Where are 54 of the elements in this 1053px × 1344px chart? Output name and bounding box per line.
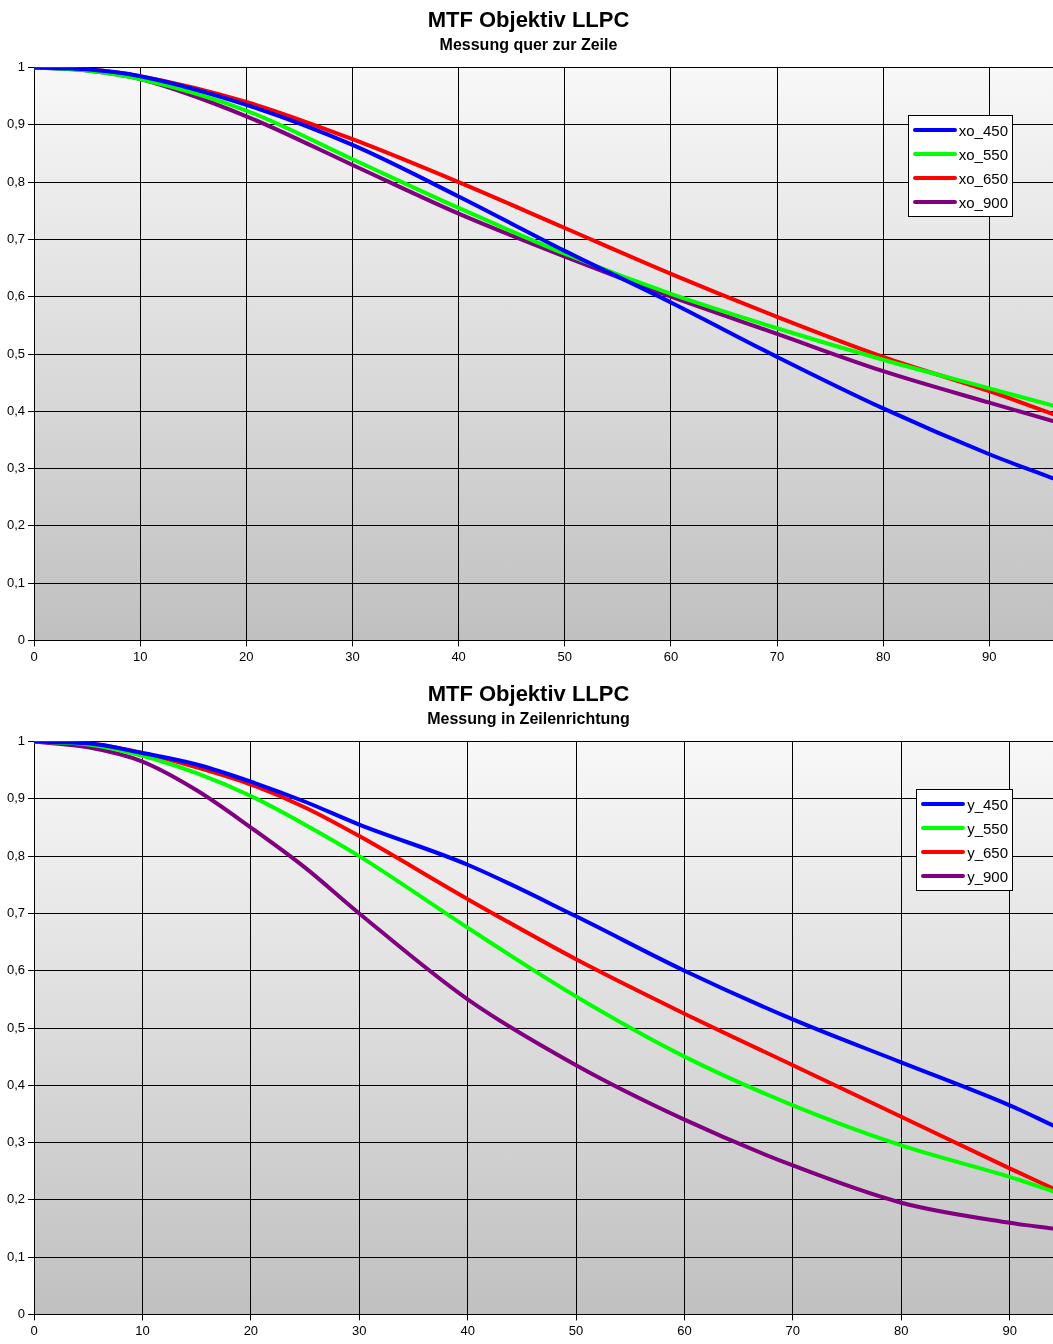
- x-tick-label: 50: [568, 1322, 584, 1338]
- chart-subtitle: Messung quer zur Zeile: [439, 36, 618, 54]
- x-tick-label: 10: [132, 648, 148, 664]
- y-tick-label: 1: [17, 733, 26, 749]
- y-tick-label: 0,8: [6, 847, 26, 863]
- legend-label: y_900: [967, 867, 1008, 885]
- chart-title: MTF Objektiv LLPC: [427, 7, 630, 33]
- x-tick-label: 0: [30, 648, 38, 664]
- y-tick-label: 0,7: [6, 231, 26, 247]
- y-tick-label: 0: [17, 631, 26, 647]
- x-tick-label: 20: [239, 648, 254, 664]
- legend-label: y_450: [967, 795, 1008, 813]
- x-tick-label: 70: [785, 1322, 801, 1338]
- y-tick-label: 0: [17, 1305, 26, 1321]
- y-tick-label: 0,1: [6, 1248, 26, 1264]
- legend-label: y_550: [967, 819, 1008, 837]
- chart-title: MTF Objektiv LLPC: [427, 681, 630, 707]
- legend-label: xo_550: [958, 145, 1008, 163]
- y-tick-label: 0,7: [6, 905, 26, 921]
- y-tick-label: 0,5: [6, 1019, 26, 1035]
- x-tick-label: 40: [451, 648, 466, 664]
- x-tick-label: 30: [345, 648, 360, 664]
- x-tick-label: 80: [894, 1322, 909, 1338]
- x-tick-label: 60: [677, 1322, 692, 1338]
- x-tick-label: 90: [982, 648, 997, 664]
- y-tick-label: 0,1: [6, 574, 26, 590]
- legend-label: xo_900: [958, 193, 1008, 211]
- y-tick-label: 0,4: [6, 402, 26, 418]
- y-tick-label: 0,4: [6, 1076, 26, 1092]
- legend-label: y_650: [967, 843, 1008, 861]
- x-tick-label: 0: [30, 1322, 38, 1338]
- x-tick-label: 90: [1002, 1322, 1017, 1338]
- y-tick-label: 1: [17, 59, 26, 75]
- x-tick-label: 30: [352, 1322, 367, 1338]
- y-tick-label: 0,3: [6, 1134, 26, 1150]
- y-tick-label: 0,6: [6, 962, 26, 978]
- x-tick-label: 80: [875, 648, 891, 664]
- x-tick-label: 60: [663, 648, 679, 664]
- y-tick-label: 0,8: [6, 173, 26, 189]
- y-tick-label: 0,5: [6, 345, 26, 361]
- y-tick-label: 0,9: [6, 790, 26, 806]
- chart-subtitle: Messung in Zeilenrichtung: [427, 710, 630, 728]
- legend-label: xo_450: [958, 121, 1008, 139]
- y-tick-label: 0,2: [6, 517, 26, 533]
- x-tick-label: 40: [460, 1322, 475, 1338]
- y-tick-label: 0,3: [6, 460, 26, 476]
- x-tick-label: 70: [769, 648, 785, 664]
- legend-label: xo_650: [958, 169, 1008, 187]
- x-tick-label: 50: [557, 648, 572, 664]
- y-tick-label: 0,2: [6, 1191, 26, 1207]
- y-tick-label: 0,6: [6, 288, 26, 304]
- x-tick-label: 20: [243, 1322, 259, 1338]
- x-tick-label: 10: [135, 1322, 150, 1338]
- y-tick-label: 0,9: [6, 116, 26, 132]
